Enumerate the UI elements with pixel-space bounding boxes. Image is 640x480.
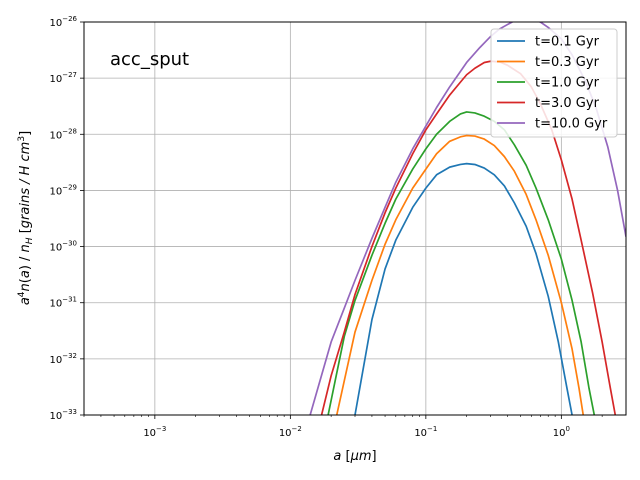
y-tick-exp: −31 [62, 296, 77, 304]
legend: t=0.1 Gyr t=0.3 Gyr t=1.0 Gyr t=3.0 Gyr t=10… [490, 28, 618, 138]
y-axis-label: a4n(a) / nH [grains / H cm3] [17, 131, 35, 305]
x-tick-base: 10 [279, 428, 292, 439]
annotation-label: acc_sput [110, 49, 189, 70]
x-tick-exp: −2 [292, 425, 302, 433]
legend-label-4: t=3.0 Gyr [535, 96, 600, 111]
y-tick-exp: −32 [62, 352, 77, 360]
legend-label-2: t=0.3 Gyr [535, 55, 600, 70]
y-tick-base: 10 [49, 18, 62, 29]
y-tick-label: 10−31 [49, 296, 77, 310]
legend-box [490, 28, 618, 138]
series-line-2 [335, 134, 585, 415]
y-tick-exp: −33 [62, 408, 77, 416]
y-tick-label: 10−29 [49, 183, 77, 197]
x-tick-base: 10 [414, 428, 427, 439]
y-tick-base: 10 [49, 411, 62, 422]
y-tick-exp: −27 [62, 71, 77, 79]
y-tick-exp: −29 [62, 183, 77, 191]
series-line-3 [327, 111, 596, 415]
y-tick-exp: −28 [62, 127, 77, 135]
x-axis: 10−3 10−2 10−1 100 [83, 415, 603, 439]
y-tick-exp: −30 [62, 240, 77, 248]
y-tick-base: 10 [49, 299, 62, 310]
legend-label-5: t=10.0 Gyr [535, 117, 608, 132]
y-tick-label: 10−32 [49, 352, 77, 366]
x-tick-base: 10 [553, 428, 566, 439]
x-tick-base: 10 [143, 428, 156, 439]
x-tick-label: 10−1 [414, 425, 437, 439]
y-tick-exp: −26 [62, 15, 77, 23]
x-tick-label: 10−3 [143, 425, 166, 439]
x-tick-exp: −3 [156, 425, 166, 433]
series-line-1 [354, 162, 573, 415]
y-tick-base: 10 [49, 243, 62, 254]
legend-label-1: t=0.1 Gyr [535, 35, 600, 50]
x-tick-exp: −1 [427, 425, 437, 433]
y-tick-base: 10 [49, 355, 62, 366]
y-tick-base: 10 [49, 186, 62, 197]
y-tick-label: 10−26 [49, 15, 77, 29]
y-tick-label: 10−30 [49, 240, 77, 254]
y-tick-base: 10 [49, 74, 62, 85]
y-tick-label: 10−33 [49, 408, 77, 422]
x-tick-label: 100 [553, 425, 570, 439]
y-tick-base: 10 [49, 130, 62, 141]
legend-label-3: t=1.0 Gyr [535, 76, 600, 91]
series-line-4 [320, 60, 617, 415]
x-axis-label: a [μm] [333, 449, 376, 464]
y-tick-label: 10−27 [49, 71, 77, 85]
x-tick-exp: 0 [565, 425, 569, 433]
y-tick-label: 10−28 [49, 127, 77, 141]
x-tick-label: 10−2 [279, 425, 302, 439]
